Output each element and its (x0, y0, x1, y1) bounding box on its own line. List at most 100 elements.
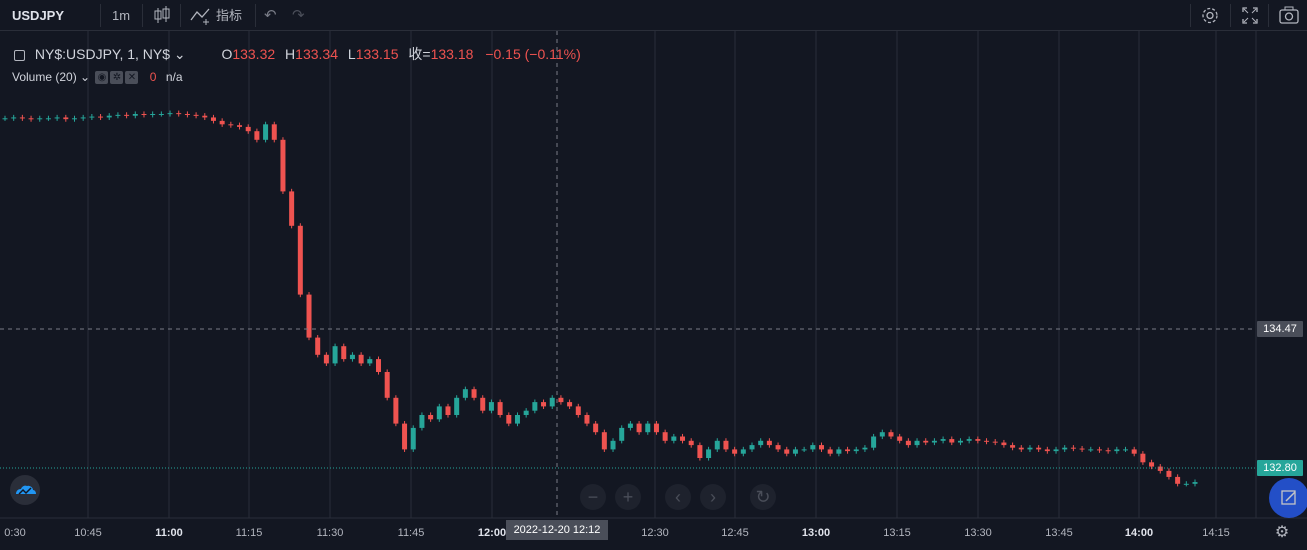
axis-settings-icon[interactable]: ⚙ (1274, 524, 1290, 541)
candle-body (514, 415, 520, 424)
fullscreen-icon[interactable] (1240, 0, 1260, 31)
candle-body (402, 423, 408, 450)
candle-body (975, 439, 981, 441)
time-tick-label: 13:30 (964, 527, 992, 539)
candle-body (740, 449, 746, 454)
candle-body (210, 117, 216, 121)
toolbar-divider (100, 4, 101, 27)
candle-body (775, 445, 781, 450)
candle-body (1079, 448, 1085, 450)
candle-body (237, 125, 243, 127)
candle-body (98, 116, 104, 118)
candle-body (931, 440, 937, 443)
candle-body (879, 432, 885, 437)
candle-body (671, 436, 677, 441)
candle-body (480, 397, 486, 411)
eye-icon[interactable]: ◉ (95, 71, 109, 85)
candle-body (393, 397, 399, 424)
time-tick-label: 14:15 (1202, 527, 1230, 539)
candle-body (853, 449, 859, 452)
candle-body (862, 447, 868, 450)
crosshair-time-label: 2022-12-20 12:12 (506, 520, 608, 540)
candle-body (280, 139, 286, 192)
time-tick-label: 13:45 (1045, 527, 1073, 539)
top-toolbar: USDJPY 1m 指标 ↶ ↷ (0, 0, 1307, 31)
scroll-right-button[interactable]: › (700, 484, 726, 510)
symbol-search-button[interactable]: USDJPY (12, 8, 65, 23)
indicators-button[interactable]: 指标 (216, 8, 243, 23)
toolbar-divider (142, 4, 143, 27)
candle-body (523, 410, 529, 415)
candle-body (37, 118, 43, 120)
interval-button[interactable]: 1m (112, 8, 131, 23)
chevron-down-icon[interactable]: ⌄ (80, 70, 91, 84)
candle-body (462, 389, 468, 398)
candle-body (575, 406, 581, 415)
time-tick-label: 0:30 (4, 527, 26, 539)
close-key: 收= (408, 46, 431, 62)
legend-symbol[interactable]: NY$:USDJPY, 1, NY$ (34, 46, 171, 62)
time-tick-label: 14:00 (1124, 527, 1154, 539)
toolbar-divider (255, 4, 256, 27)
toolbar-divider (1230, 4, 1231, 27)
candle-body (1088, 449, 1094, 451)
volume-label[interactable]: Volume (20) (12, 70, 77, 84)
reset-chart-button[interactable]: ↻ (750, 484, 776, 510)
candle-body (923, 440, 929, 443)
candle-body (1027, 447, 1033, 450)
camera-icon[interactable] (1278, 0, 1300, 31)
tradingview-logo-icon[interactable] (10, 475, 40, 505)
candle-body (706, 449, 712, 458)
candle-body (1001, 442, 1007, 446)
candle-body (193, 114, 199, 116)
close-value: 133.18 (430, 46, 474, 62)
candle-body (914, 440, 920, 446)
candle-body (1157, 466, 1163, 471)
candlestick-style-icon[interactable] (152, 0, 172, 31)
redo-button[interactable]: ↷ (292, 7, 305, 24)
high-value: 133.34 (295, 46, 338, 62)
chevron-down-icon[interactable]: ⌄ (173, 46, 186, 62)
candle-body (836, 449, 842, 454)
time-tick-label: 12:30 (641, 527, 669, 539)
candle-body (1183, 483, 1189, 485)
crosshair-price-label: 134.47 (1257, 321, 1303, 337)
undo-button[interactable]: ↶ (264, 7, 277, 24)
candle-body (801, 449, 807, 451)
candle-body (445, 406, 451, 415)
candle-body (567, 402, 573, 407)
candle-body (541, 402, 547, 407)
indicators-icon[interactable] (189, 0, 211, 31)
zoom-in-button[interactable]: + (615, 484, 641, 510)
price-chart[interactable] (0, 31, 1307, 550)
candle-body (349, 354, 355, 360)
time-tick-label: 12:00 (477, 527, 507, 539)
candle-body (1053, 449, 1059, 452)
zoom-out-button[interactable]: − (580, 484, 606, 510)
candle-body (1192, 482, 1198, 484)
candle-body (1131, 449, 1137, 454)
candle-body (358, 354, 364, 364)
candle-body (905, 440, 911, 446)
candle-body (1175, 476, 1181, 484)
candle-body (497, 402, 503, 415)
gear-icon[interactable] (1200, 0, 1220, 31)
settings-icon[interactable]: ✲ (110, 71, 124, 85)
candle-body (150, 114, 156, 115)
candle-body (766, 440, 772, 446)
edit-icon[interactable] (1269, 478, 1307, 518)
candle-body (532, 402, 538, 411)
candle-body (1149, 462, 1155, 467)
candle-body (966, 439, 972, 441)
time-tick-label: 11:30 (316, 527, 344, 539)
candle-body (1070, 447, 1076, 449)
candle-body (45, 118, 51, 120)
scroll-left-button[interactable]: ‹ (665, 484, 691, 510)
collapse-legend-icon[interactable] (14, 49, 25, 61)
open-value: 133.32 (232, 46, 276, 62)
candle-body (818, 445, 824, 450)
candle-body (1062, 447, 1068, 450)
time-tick-label: 11:45 (397, 527, 425, 539)
close-icon[interactable]: ✕ (125, 71, 139, 85)
candle-body (636, 423, 642, 433)
